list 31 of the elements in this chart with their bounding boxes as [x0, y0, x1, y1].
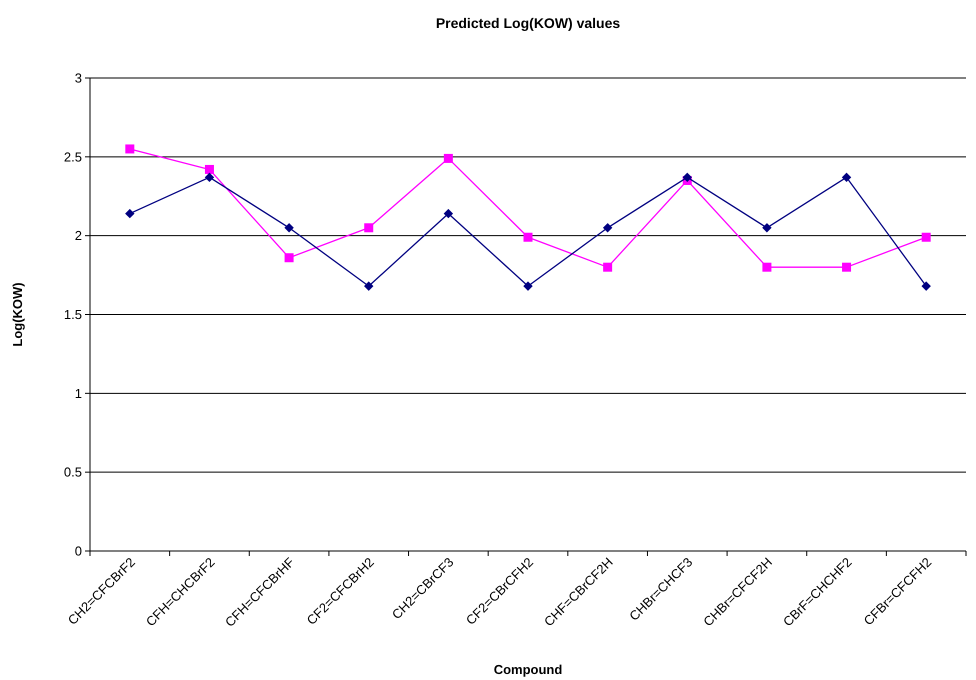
- point: [125, 144, 134, 154]
- point: [364, 282, 374, 291]
- y-tick-label: 2: [74, 228, 82, 244]
- point: [204, 164, 214, 174]
- y-tick-label: 0.5: [64, 464, 82, 480]
- point: [922, 232, 931, 242]
- point: [842, 262, 852, 272]
- point: [204, 172, 214, 182]
- chart-title: Predicted Log(KOW) values: [436, 15, 620, 31]
- point: [603, 262, 612, 272]
- point: [682, 172, 692, 182]
- y-tick-label: 1: [74, 386, 82, 401]
- y-axis-title: Log(KOW): [10, 282, 25, 347]
- point: [922, 282, 931, 291]
- point: [842, 172, 852, 182]
- point: [125, 209, 134, 218]
- y-tick-label: 3: [74, 70, 82, 86]
- point: [284, 253, 294, 262]
- point: [444, 209, 453, 218]
- point: [444, 154, 453, 163]
- y-tick-label: 1.5: [64, 307, 82, 322]
- point: [603, 223, 612, 232]
- y-tick-label: 2.5: [64, 149, 82, 164]
- point: [524, 232, 532, 242]
- point: [364, 223, 374, 232]
- point: [284, 223, 294, 232]
- point: [524, 282, 532, 291]
- y-tick-label: 0: [74, 544, 82, 559]
- point: [762, 223, 772, 232]
- x-axis-title: Compound: [494, 662, 562, 677]
- point: [762, 262, 772, 272]
